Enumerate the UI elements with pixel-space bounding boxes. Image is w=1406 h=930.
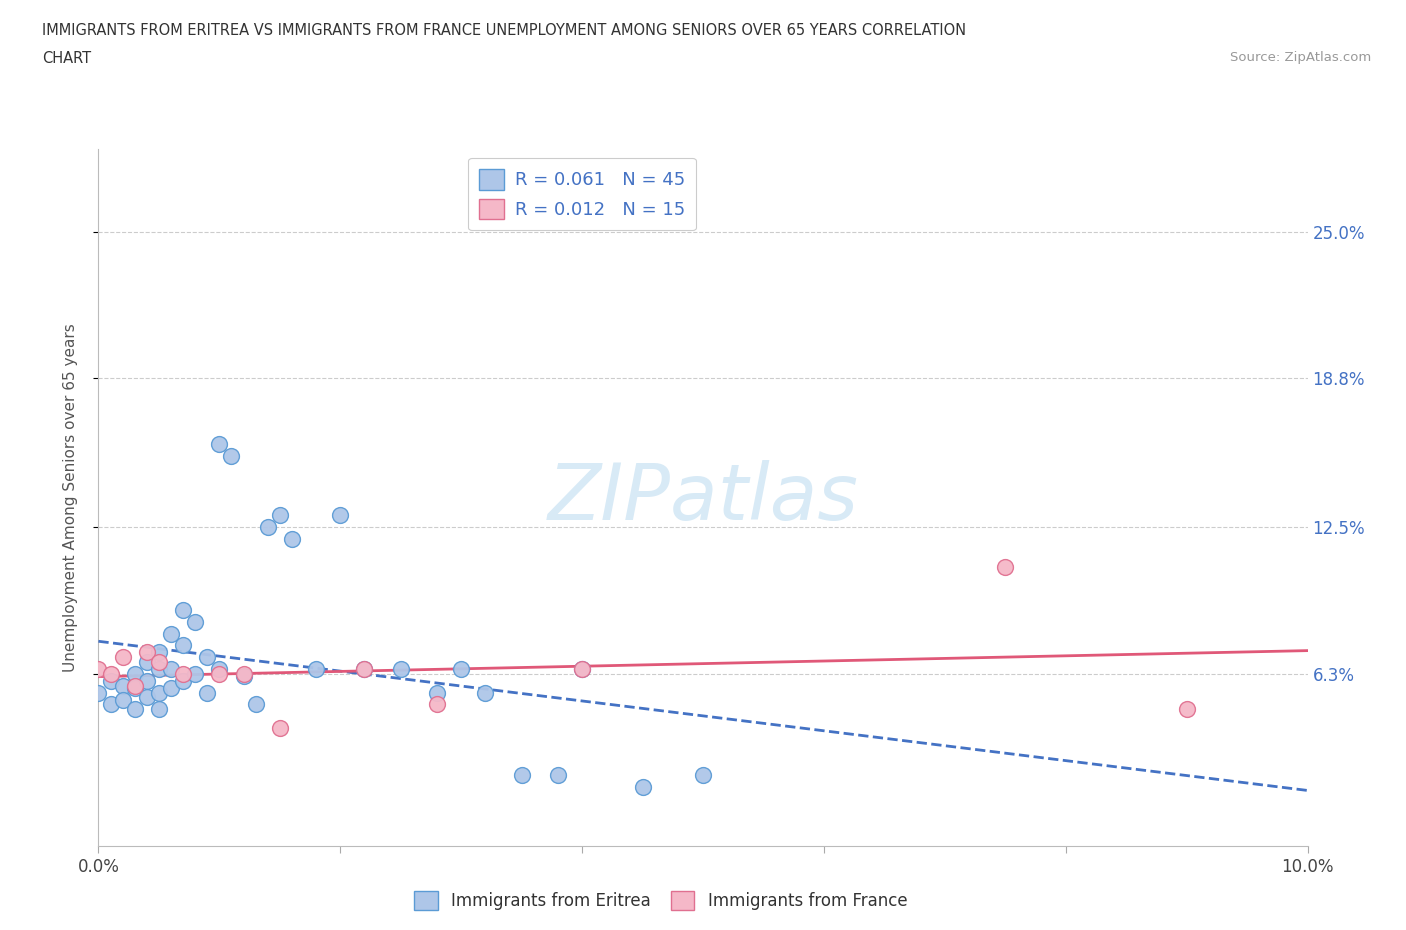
- Point: [111, 692, 134, 707]
- Legend: R = 0.061   N = 45, R = 0.012   N = 15: R = 0.061 N = 45, R = 0.012 N = 15: [468, 158, 696, 231]
- Point: [184, 666, 207, 681]
- Point: [208, 666, 231, 681]
- Point: [571, 661, 593, 676]
- Text: ZIPatlas: ZIPatlas: [547, 459, 859, 536]
- Point: [148, 655, 170, 670]
- Text: IMMIGRANTS FROM ERITREA VS IMMIGRANTS FROM FRANCE UNEMPLOYMENT AMONG SENIORS OVE: IMMIGRANTS FROM ERITREA VS IMMIGRANTS FR…: [42, 23, 966, 38]
- Point: [221, 449, 243, 464]
- Point: [269, 721, 291, 736]
- Point: [148, 645, 170, 660]
- Point: [111, 678, 134, 693]
- Point: [450, 661, 472, 676]
- Y-axis label: Unemployment Among Seniors over 65 years: Unemployment Among Seniors over 65 years: [63, 324, 77, 672]
- Point: [353, 661, 375, 676]
- Point: [426, 697, 449, 711]
- Point: [100, 673, 122, 688]
- Point: [160, 626, 183, 641]
- Point: [195, 685, 218, 700]
- Point: [148, 685, 170, 700]
- Point: [184, 614, 207, 629]
- Point: [100, 666, 122, 681]
- Point: [305, 661, 328, 676]
- Point: [148, 702, 170, 717]
- Point: [124, 681, 146, 696]
- Point: [135, 690, 157, 705]
- Point: [124, 702, 146, 717]
- Point: [100, 697, 122, 711]
- Point: [148, 661, 170, 676]
- Text: Source: ZipAtlas.com: Source: ZipAtlas.com: [1230, 51, 1371, 64]
- Point: [474, 685, 496, 700]
- Point: [353, 661, 375, 676]
- Point: [994, 560, 1017, 575]
- Point: [571, 661, 593, 676]
- Point: [389, 661, 412, 676]
- Text: CHART: CHART: [42, 51, 91, 66]
- Point: [135, 645, 157, 660]
- Point: [329, 508, 352, 523]
- Point: [111, 650, 134, 665]
- Point: [160, 681, 183, 696]
- Point: [135, 673, 157, 688]
- Point: [208, 661, 231, 676]
- Point: [245, 697, 267, 711]
- Point: [195, 650, 218, 665]
- Point: [208, 437, 231, 452]
- Point: [510, 768, 533, 783]
- Point: [692, 768, 714, 783]
- Point: [281, 531, 304, 546]
- Point: [160, 661, 183, 676]
- Point: [87, 685, 110, 700]
- Point: [232, 666, 254, 681]
- Point: [631, 779, 654, 794]
- Point: [256, 520, 278, 535]
- Point: [87, 661, 110, 676]
- Point: [426, 685, 449, 700]
- Point: [172, 603, 194, 618]
- Point: [547, 768, 569, 783]
- Legend: Immigrants from Eritrea, Immigrants from France: Immigrants from Eritrea, Immigrants from…: [408, 884, 914, 917]
- Point: [269, 508, 291, 523]
- Point: [232, 669, 254, 684]
- Point: [124, 666, 146, 681]
- Point: [1175, 702, 1198, 717]
- Point: [135, 655, 157, 670]
- Point: [124, 678, 146, 693]
- Point: [172, 673, 194, 688]
- Point: [172, 666, 194, 681]
- Point: [172, 638, 194, 653]
